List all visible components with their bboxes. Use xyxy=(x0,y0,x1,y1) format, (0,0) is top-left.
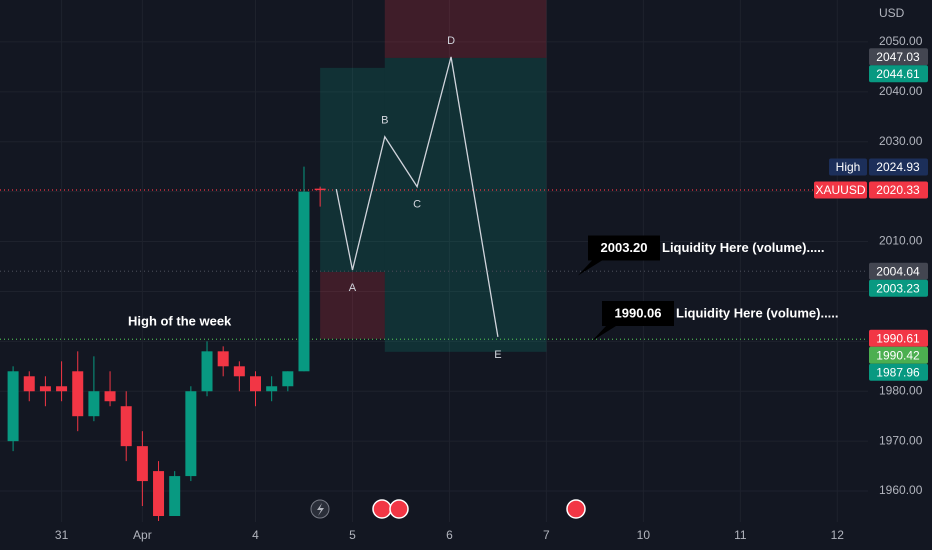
grid xyxy=(0,0,868,522)
zones xyxy=(320,0,547,352)
candle-body xyxy=(298,191,310,372)
candle-body xyxy=(23,376,35,392)
candle-body xyxy=(282,371,294,387)
wave-label: E xyxy=(494,349,501,361)
y-tick-label: 2030.00 xyxy=(879,134,923,148)
y-tick-label: 1970.00 xyxy=(879,433,923,447)
x-tick-label: 6 xyxy=(446,528,453,542)
y-tick-label: 1960.00 xyxy=(879,483,923,497)
candle-body xyxy=(314,188,326,191)
lightning xyxy=(317,503,324,516)
price-tag: XAUUSD xyxy=(815,183,865,197)
price-label: 2024.93 xyxy=(876,160,920,174)
x-tick-label: 4 xyxy=(252,528,259,542)
callout-box xyxy=(592,301,674,342)
price-label: 1990.61 xyxy=(876,331,920,345)
price-label: 1990.42 xyxy=(876,348,920,362)
candle-body xyxy=(72,371,84,417)
candles xyxy=(7,166,326,522)
x-tick-label: 12 xyxy=(831,528,845,542)
price-label-box xyxy=(869,329,928,347)
x-tick-label: 11 xyxy=(734,528,747,542)
y-tick-label: 2010.00 xyxy=(879,234,923,248)
x-tick-label: 7 xyxy=(543,528,550,542)
wave-label: B xyxy=(381,115,388,127)
price-label-box xyxy=(869,363,928,381)
position-zone xyxy=(384,57,547,352)
price-label: 2044.61 xyxy=(876,67,920,81)
candle-body xyxy=(104,391,116,402)
price-tag-box xyxy=(814,181,867,199)
y-tick-label: 2050.00 xyxy=(879,34,923,48)
callout-value: 2003.20 xyxy=(601,240,648,255)
wave-line xyxy=(335,56,499,337)
y-tick-label: 1980.00 xyxy=(879,383,923,397)
wave-label: A xyxy=(349,282,357,294)
wave-label: D xyxy=(447,35,455,47)
position-zone xyxy=(320,67,385,272)
price-label-box xyxy=(869,158,928,176)
callouts: 2003.20 Liquidity Here (volume)..... 1990.… xyxy=(578,235,839,342)
event-icon[interactable] xyxy=(566,499,586,519)
callout-text: Liquidity Here (volume)..... xyxy=(676,305,839,320)
position-zone xyxy=(384,0,547,58)
price-label: 2020.33 xyxy=(876,183,920,197)
x-tick-label: Apr xyxy=(133,528,152,542)
price-label: 1987.96 xyxy=(876,365,920,379)
candle-body xyxy=(153,471,165,517)
wave: A B C D E xyxy=(335,35,502,361)
candle-body xyxy=(7,371,19,442)
price-label-box xyxy=(869,346,928,364)
candle-body xyxy=(56,386,68,392)
x-tick-label: 10 xyxy=(637,528,651,542)
x-tick-label: 31 xyxy=(55,528,69,542)
candle-body xyxy=(169,476,181,517)
candle-body xyxy=(266,386,278,392)
candle-body xyxy=(250,376,262,392)
candle-body xyxy=(136,446,148,482)
price-label-box xyxy=(869,262,928,280)
price-label: 2004.04 xyxy=(876,264,920,278)
price-label-box xyxy=(869,48,928,66)
axis-title: USD xyxy=(879,6,905,20)
candle-body xyxy=(120,406,132,447)
candle-body xyxy=(201,351,213,392)
price-label: 2047.03 xyxy=(876,50,920,64)
y-tick-label: 2040.00 xyxy=(879,84,923,98)
event-icon[interactable] xyxy=(372,499,392,519)
time-axis xyxy=(0,522,932,550)
price-lines xyxy=(0,189,868,340)
candle-body xyxy=(233,366,245,377)
price-tag-box xyxy=(829,158,867,176)
price-labels: 2047.03 2044.61 2024.93 High 2020.33 XAUUSD 20… xyxy=(814,48,928,381)
annotation: High of the week xyxy=(128,313,232,328)
candle-body xyxy=(217,351,229,367)
callout-value: 1990.06 xyxy=(615,305,662,320)
price-label-box xyxy=(869,279,928,297)
callout-text: Liquidity Here (volume)..... xyxy=(662,240,825,255)
position-zone xyxy=(320,271,385,339)
price-label-box xyxy=(869,65,928,83)
price-label-box xyxy=(869,181,928,199)
price-tag: High xyxy=(836,160,861,174)
x-tick-label: 5 xyxy=(349,528,356,542)
candle-body xyxy=(39,386,51,392)
callout-box xyxy=(578,235,660,276)
event-icon[interactable] xyxy=(389,499,409,519)
price-label: 2003.23 xyxy=(876,281,920,295)
candle-body xyxy=(185,391,197,477)
event-icons xyxy=(310,499,586,519)
wave-label: C xyxy=(413,199,421,211)
candle-body xyxy=(88,391,100,417)
